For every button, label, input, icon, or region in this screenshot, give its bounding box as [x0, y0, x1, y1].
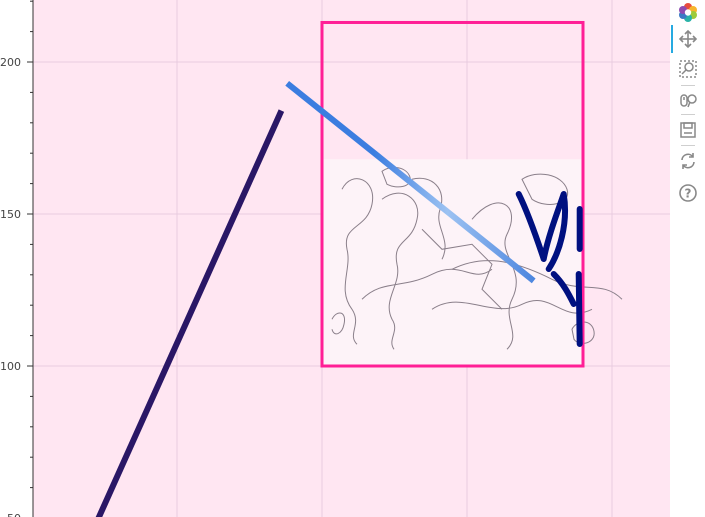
- sketch-stroke: [451, 260, 623, 300]
- y-tick-label: 150: [0, 208, 21, 221]
- sketch-stroke: [431, 299, 593, 314]
- toolbar-divider: [681, 114, 695, 115]
- y-tick-label: 50: [7, 512, 21, 517]
- image-panel: [322, 159, 583, 366]
- active-tool-indicator: [671, 25, 673, 53]
- help-icon[interactable]: ?: [676, 181, 700, 205]
- series-line-0: [95, 109, 285, 517]
- sketch-stroke: [381, 192, 419, 350]
- sketch-stroke: [421, 228, 503, 310]
- toolbar-divider: [681, 145, 695, 146]
- chart-toolbar: ?: [670, 0, 705, 517]
- move-arrows-icon[interactable]: [676, 27, 700, 51]
- sketch-stroke: [331, 312, 346, 335]
- rectangle-outline: [320, 20, 585, 368]
- toolbar-divider: [681, 85, 695, 86]
- wheel-zoom-icon[interactable]: [676, 88, 700, 112]
- sketch-stroke: [361, 268, 493, 300]
- sketch-stroke: [341, 178, 374, 345]
- navy-scribble: [515, 191, 583, 347]
- y-axis: 50 100 150 200: [0, 0, 34, 517]
- y-tick-label: 200: [0, 56, 21, 69]
- reset-icon[interactable]: [676, 149, 700, 173]
- bokeh-logo-icon[interactable]: [676, 0, 700, 24]
- plot-canvas[interactable]: 50 100 150 200: [0, 0, 670, 517]
- save-disk-icon[interactable]: [676, 118, 700, 142]
- series-layer: [95, 20, 585, 517]
- svg-text:?: ?: [685, 187, 692, 201]
- sketch-stroke: [521, 173, 569, 205]
- box-zoom-icon[interactable]: [676, 57, 700, 81]
- series-line-1: [285, 80, 536, 284]
- y-tick-label: 100: [0, 360, 21, 373]
